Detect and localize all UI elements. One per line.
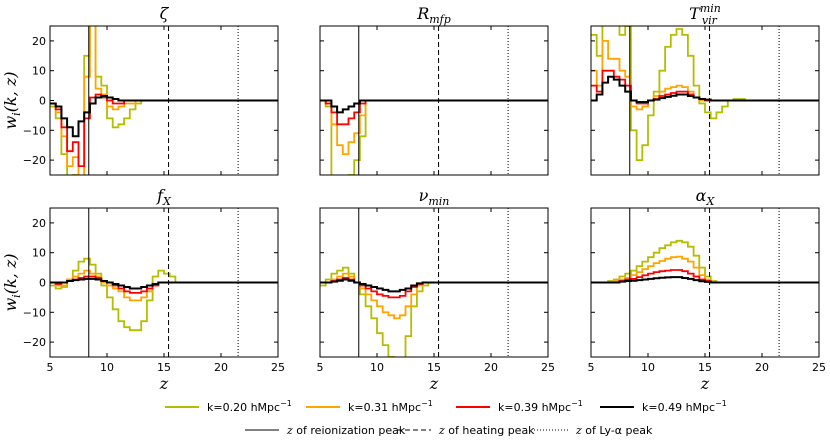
x-tick-label: 5	[317, 361, 324, 374]
series-line-k3	[320, 278, 548, 293]
x-tick-label: 15	[427, 361, 441, 374]
panel-5: 5 10 15 20 25 νmin	[317, 186, 556, 374]
y-tick-label: −20	[23, 336, 46, 349]
legend-label-k3: k=0.49 hMpc−1	[642, 399, 727, 414]
y-tick-label: 20	[32, 35, 46, 48]
series-line-k0	[50, 257, 278, 332]
panel-title: Tmin vir	[689, 2, 721, 27]
x-tick-label: 25	[541, 361, 555, 374]
x-tick-label: 20	[484, 361, 498, 374]
series-line-k3	[591, 276, 819, 284]
legend-label-reion: z of reionization peak	[286, 424, 406, 437]
panel-4: 5 10 15 20 25 −20 −10 0 10 20 fX	[23, 186, 285, 374]
series-line-k1	[320, 99, 548, 155]
y-tick-label: −10	[23, 124, 46, 137]
y-tick-label: −10	[23, 306, 46, 319]
y-tick-label: 0	[39, 95, 46, 108]
series-line-k3	[50, 95, 278, 138]
x-tick-label: 25	[271, 361, 285, 374]
x-tick-label: 20	[214, 361, 228, 374]
series-line-k3	[320, 99, 548, 114]
y-axis-label: wi(k, z)	[1, 253, 23, 311]
x-tick-label: 5	[47, 361, 54, 374]
y-tick-label: 10	[32, 65, 46, 78]
series-line-k1	[50, 269, 278, 302]
x-tick-label: 25	[812, 361, 826, 374]
y-tick-label: 0	[39, 277, 46, 290]
y-tick-label: −20	[23, 154, 46, 167]
series-line-k3	[591, 75, 819, 103]
y-tick-label: 10	[32, 247, 46, 260]
x-tick-label: 10	[100, 361, 114, 374]
panel-2: Rmfp	[319, 4, 549, 176]
panel-3: Tmin vir	[590, 2, 820, 176]
x-tick-label: 15	[698, 361, 712, 374]
y-tick-label: 20	[32, 217, 46, 230]
legend-label-heat: z of heating peak	[438, 424, 535, 437]
panel-6: 5 10 15 20 25 αX	[588, 186, 827, 374]
legend: k=0.20 hMpc−1 k=0.31 hMpc−1 k=0.39 hMpc−1 k…	[165, 399, 727, 437]
x-axis-label: z	[159, 374, 169, 393]
panel-title: fX	[156, 186, 172, 208]
panel-title: Rmfp	[416, 4, 451, 26]
panel-title: ζ	[160, 4, 170, 23]
x-axis-label: z	[700, 374, 710, 393]
x-tick-label: 15	[157, 361, 171, 374]
series-line-k3	[50, 277, 278, 290]
legend-label-k0: k=0.20 hMpc−1	[207, 399, 292, 414]
legend-label-lya: z of Ly-α peak	[575, 424, 653, 437]
panel-title: αX	[696, 186, 716, 208]
legend-label-k2: k=0.39 hMpc−1	[498, 399, 583, 414]
x-tick-label: 10	[641, 361, 655, 374]
x-tick-label: 10	[370, 361, 384, 374]
x-tick-label: 20	[755, 361, 769, 374]
panel-1: −20 −10 0 10 20 ζ	[23, 4, 279, 176]
legend-label-k1: k=0.31 hMpc−1	[348, 399, 433, 414]
panel-title: νmin	[419, 186, 450, 208]
x-axis-label: z	[429, 374, 439, 393]
y-axis-label: wi(k, z)	[1, 71, 23, 129]
x-tick-label: 5	[588, 361, 595, 374]
